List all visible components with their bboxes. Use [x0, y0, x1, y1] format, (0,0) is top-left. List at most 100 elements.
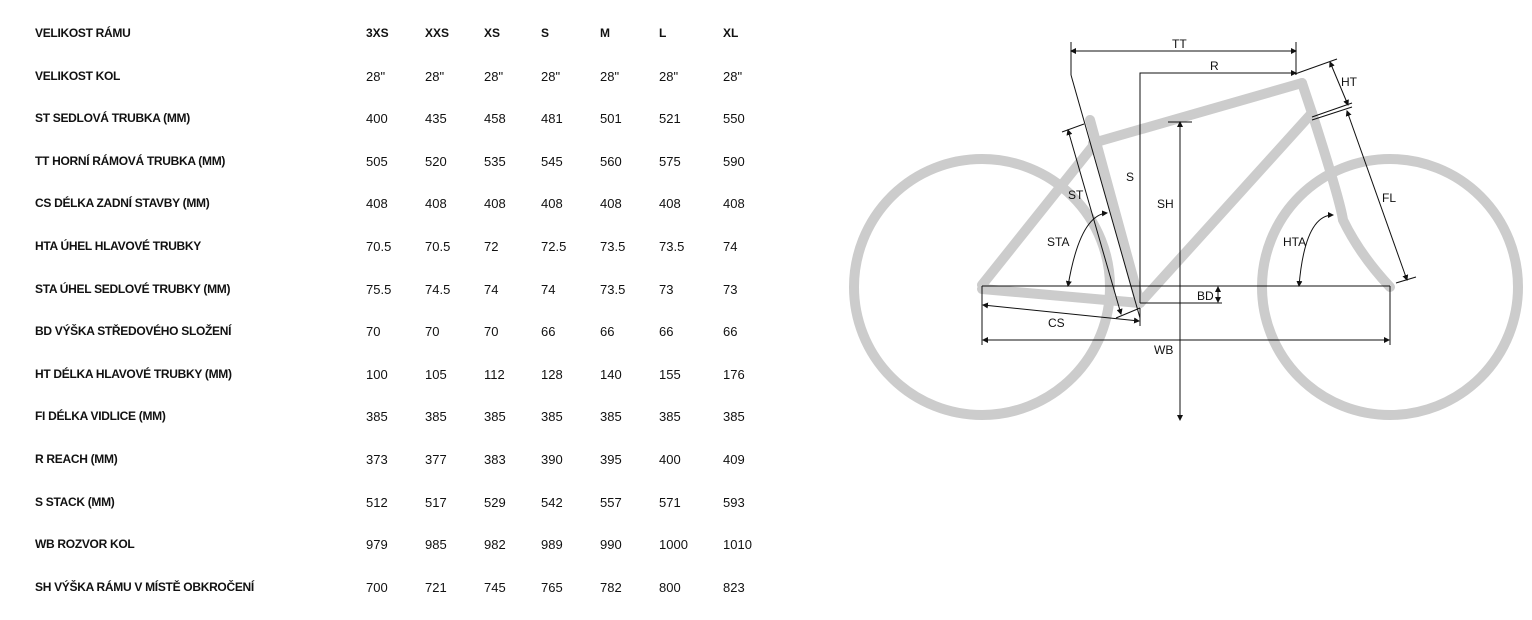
row-label: CS DÉLKA ZADNÍ STAVBY (MM) [35, 196, 210, 211]
cell-value: 989 [541, 537, 563, 553]
ht-tick [1294, 58, 1338, 75]
cell-value: 28" [600, 68, 620, 84]
cell-value: 408 [723, 196, 745, 212]
table-row: R REACH (MM) 373 377 383 390 395 400 409 [0, 452, 800, 472]
cell-value: 66 [541, 324, 556, 340]
cell-value: 521 [659, 111, 681, 127]
cell-value: 408 [366, 196, 388, 212]
cell-value: 70 [484, 324, 499, 340]
table-row: STA ÚHEL SEDLOVÉ TRUBKY (MM) 75.5 74.5 74 74… [0, 282, 800, 302]
cell-value: 28" [659, 68, 679, 84]
cell-value: 75.5 [366, 281, 392, 297]
size-header: XXS [425, 26, 450, 40]
label-sta: STA [1047, 235, 1069, 249]
cell-value: 408 [659, 196, 681, 212]
top-tube [1088, 78, 1307, 148]
size-header: XS [484, 26, 501, 40]
header-label: VELIKOST RÁMU [35, 26, 131, 40]
cell-value: 66 [600, 324, 615, 340]
cell-value: 128 [541, 366, 563, 382]
cell-value: 140 [600, 366, 622, 382]
table-header-row: VELIKOST RÁMU 3XS XXS XS S M L XL [0, 26, 800, 46]
label-st: ST [1068, 188, 1084, 202]
cell-value: 70 [425, 324, 440, 340]
cell-value: 70.5 [425, 239, 451, 254]
cell-value: 982 [484, 537, 506, 553]
cell-value: 28" [723, 68, 743, 84]
cell-value: 1010 [723, 537, 752, 553]
size-header: XL [723, 26, 739, 40]
cell-value: 155 [659, 366, 681, 382]
label-s: S [1126, 170, 1134, 184]
cell-value: 373 [366, 452, 388, 467]
cell-value: 542 [541, 494, 563, 510]
row-label: VELIKOST KOL [35, 68, 121, 83]
cell-value: 377 [425, 452, 447, 467]
label-r: R [1210, 59, 1219, 73]
table-row: CS DÉLKA ZADNÍ STAVBY (MM) 408 408 408 408 40… [0, 196, 800, 216]
fl-tick [1395, 276, 1417, 284]
cell-value: 782 [600, 579, 622, 595]
cell-value: 545 [541, 153, 563, 169]
cell-value: 512 [366, 494, 388, 510]
table-row: HTA ÚHEL HLAVOVÉ TRUBKY 70.5 70.5 72 72.5 73.… [0, 239, 800, 259]
cell-value: 575 [659, 153, 681, 169]
label-tt: TT [1172, 37, 1187, 51]
table-row: FI DÉLKA VIDLICE (MM) 385 385 385 385 385 385 3… [0, 409, 800, 429]
cell-value: 481 [541, 111, 563, 127]
table-row: WB ROZVOR KOL 979 985 982 989 990 1000 1010 [0, 537, 800, 557]
cell-value: 385 [425, 409, 447, 425]
cell-value: 74 [541, 281, 556, 297]
cell-value: 66 [659, 324, 674, 340]
label-ht: HT [1341, 75, 1358, 89]
cell-value: 408 [484, 196, 506, 212]
row-label: SH VÝŠKA RÁMU V MÍSTĚ OBKROČENÍ [35, 579, 254, 594]
cell-value: 535 [484, 153, 506, 169]
cell-value: 385 [541, 409, 563, 425]
cell-value: 408 [425, 196, 447, 212]
cell-value: 985 [425, 537, 447, 553]
row-label: R REACH (MM) [35, 452, 118, 466]
cell-value: 385 [484, 409, 506, 425]
cell-value: 74.5 [425, 281, 451, 297]
cell-value: 385 [723, 409, 745, 425]
cell-value: 520 [425, 153, 447, 169]
cell-value: 105 [425, 366, 447, 382]
table-row: VELIKOST KOL 28" 28" 28" 28" 28" 28" 28" [0, 69, 800, 89]
cell-value: 383 [484, 452, 506, 467]
cell-value: 517 [425, 494, 447, 510]
cell-value: 73.5 [600, 239, 626, 254]
cell-value: 112 [484, 366, 505, 382]
table-row: BD VÝŠKA STŘEDOVÉHO SLOŽENÍ 70 70 70 66 66 66 6… [0, 324, 800, 344]
cell-value: 557 [600, 494, 622, 510]
cell-value: 400 [366, 111, 388, 127]
cell-value: 28" [541, 68, 561, 84]
cell-value: 571 [659, 494, 681, 510]
cell-value: 458 [484, 111, 506, 127]
ht-dimension [1329, 61, 1349, 106]
label-bd: BD [1197, 289, 1214, 303]
row-label: HT DÉLKA HLAVOVÉ TRUBKY (MM) [35, 366, 232, 381]
table-row: SH VÝŠKA RÁMU V MÍSTĚ OBKROČENÍ 700 721 745… [0, 580, 800, 600]
label-wb: WB [1154, 343, 1173, 357]
cell-value: 408 [600, 196, 622, 212]
head-tube [1297, 78, 1317, 118]
cell-value: 765 [541, 579, 563, 595]
row-label: BD VÝŠKA STŘEDOVÉHO SLOŽENÍ [35, 324, 232, 339]
row-label: TT HORNÍ RÁMOVÁ TRUBKA (MM) [35, 153, 226, 168]
cell-value: 72.5 [541, 239, 567, 254]
cell-value: 28" [366, 68, 386, 84]
cell-value: 990 [600, 537, 622, 553]
table-row: HT DÉLKA HLAVOVÉ TRUBKY (MM) 100 105 112 128… [0, 367, 800, 387]
cell-value: 745 [484, 579, 506, 595]
row-label: S STACK (MM) [35, 494, 115, 509]
cell-value: 409 [723, 452, 745, 467]
size-header: M [600, 26, 610, 40]
label-cs: CS [1048, 316, 1065, 330]
cell-value: 385 [366, 409, 388, 425]
cell-value: 823 [723, 579, 745, 595]
size-header: 3XS [366, 26, 389, 40]
label-hta: HTA [1283, 235, 1306, 249]
cell-value: 979 [366, 537, 388, 553]
cell-value: 400 [659, 452, 681, 467]
